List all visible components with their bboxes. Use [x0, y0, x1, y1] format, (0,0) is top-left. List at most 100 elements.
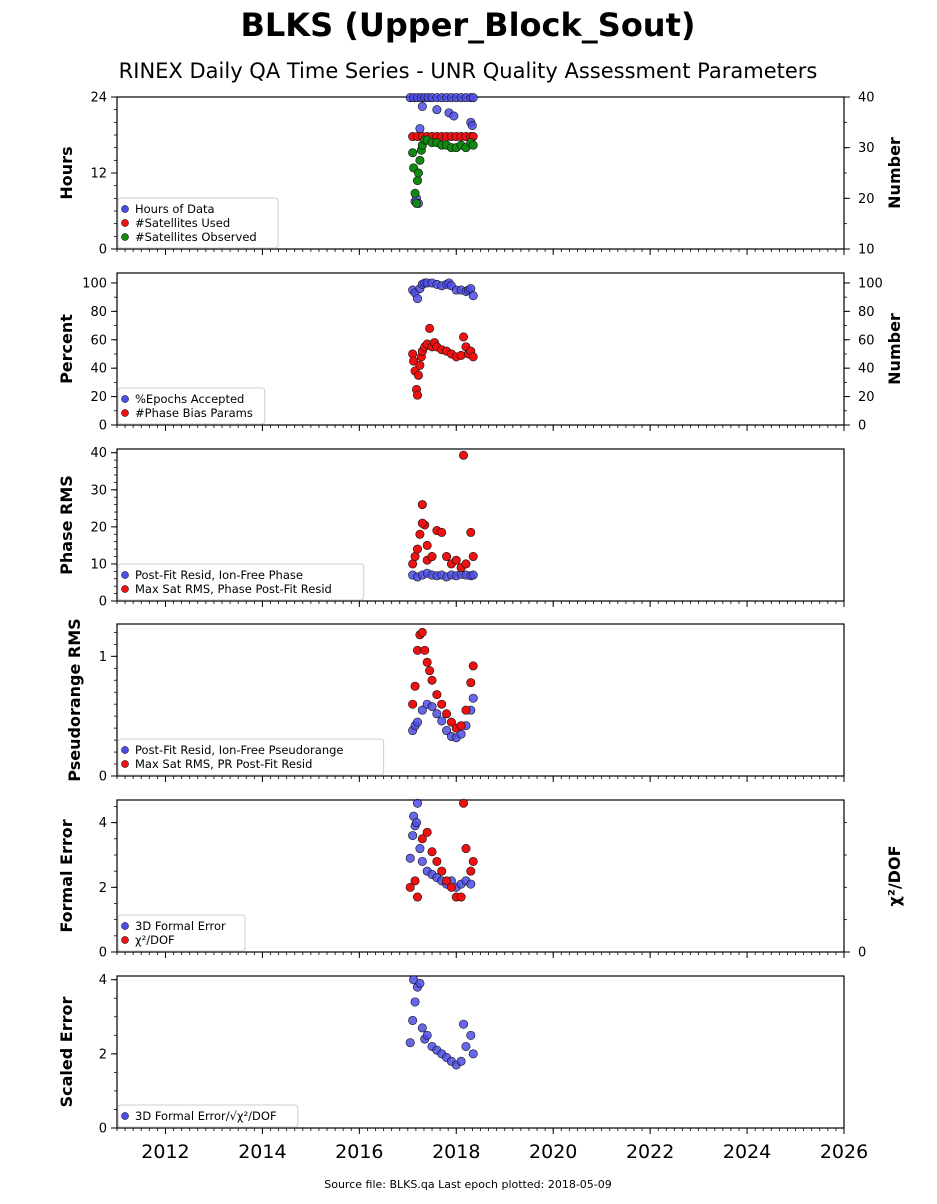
right-y-axis-label: Number — [885, 313, 904, 385]
legend-marker — [121, 922, 129, 930]
legend-label: #Phase Bias Params — [135, 406, 253, 420]
data-point-blue — [410, 997, 420, 1007]
y-tick-label: 0 — [99, 946, 107, 961]
data-point-blue — [461, 1041, 471, 1051]
x-tick-label: 2016 — [335, 1141, 383, 1163]
right-y-tick-label: 60 — [858, 333, 875, 348]
data-point-green — [410, 188, 420, 198]
data-point-blue — [405, 1038, 415, 1048]
x-tick-label: 2020 — [529, 1141, 577, 1163]
data-point-green — [413, 168, 423, 178]
data-point-blue — [412, 798, 422, 808]
legend-label: 3D Formal Error/√χ²/DOF — [135, 1109, 277, 1123]
y-tick-label: 2 — [99, 1047, 107, 1062]
right-y-tick-label: 40 — [858, 91, 875, 106]
data-point-blue — [415, 978, 425, 988]
data-point-blue — [405, 853, 415, 863]
right-y-tick-label: 40 — [858, 362, 875, 377]
data-point-red — [456, 892, 466, 902]
data-point-red — [468, 552, 478, 562]
data-point-blue — [468, 693, 478, 703]
legend-label: Hours of Data — [135, 202, 215, 216]
y-axis-label: Hours — [57, 146, 76, 199]
right-y-tick-label: 0 — [858, 419, 866, 434]
data-point-red — [442, 709, 452, 719]
legend-marker — [121, 746, 129, 754]
data-point-red — [468, 856, 478, 866]
data-point-blue — [432, 105, 442, 115]
data-point-blue — [468, 570, 478, 580]
y-tick-label: 4 — [99, 816, 107, 831]
legend-marker — [121, 205, 129, 213]
right-y-tick-label: 20 — [858, 390, 875, 405]
data-point-red — [466, 866, 476, 876]
legend-marker — [121, 233, 129, 241]
right-y-tick-label: 0 — [858, 946, 866, 961]
data-point-red — [412, 544, 422, 554]
data-point-blue — [415, 844, 425, 854]
data-point-green — [468, 140, 478, 150]
data-point-blue — [468, 93, 478, 103]
right-y-tick-label: 20 — [858, 192, 875, 207]
data-point-red — [456, 721, 466, 731]
data-point-red — [410, 681, 420, 691]
panel-6: 0 2 4 Scaled Error 3D Formal Error/√χ²/DOF — [57, 973, 845, 1137]
data-point-red — [409, 356, 419, 366]
data-point-red — [422, 540, 432, 550]
legend-marker — [121, 409, 129, 417]
data-point-red — [405, 882, 415, 892]
data-point-red — [437, 866, 447, 876]
data-point-red — [412, 892, 422, 902]
data-point-red — [442, 552, 452, 562]
data-point-blue — [408, 1015, 418, 1025]
y-tick-label: 1 — [99, 650, 107, 665]
y-tick-label: 10 — [90, 557, 107, 572]
right-y-tick-label: 80 — [858, 305, 875, 320]
y-tick-label: 0 — [99, 770, 107, 785]
data-point-blue — [466, 1030, 476, 1040]
data-point-red — [420, 645, 430, 655]
data-point-blue — [467, 121, 477, 131]
data-point-blue — [432, 709, 442, 719]
x-tick-label: 2026 — [820, 1141, 868, 1163]
data-point-red — [451, 555, 461, 565]
legend-marker — [121, 571, 129, 579]
data-point-red — [417, 627, 427, 637]
data-point-green — [408, 148, 418, 158]
legend-marker — [121, 219, 129, 227]
data-point-blue — [415, 124, 425, 134]
data-point-red — [468, 352, 478, 362]
data-point-red — [415, 529, 425, 539]
figure-subtitle: RINEX Daily QA Time Series - UNR Quality… — [119, 59, 818, 83]
data-point-blue — [437, 716, 447, 726]
y-axis-label: Pseudorange RMS — [65, 618, 84, 781]
legend-marker — [121, 760, 129, 768]
x-tick-label: 2014 — [238, 1141, 286, 1163]
y-tick-label: 60 — [90, 333, 107, 348]
data-point-blue — [417, 102, 427, 112]
data-point-red — [432, 690, 442, 700]
legend-marker — [121, 936, 129, 944]
data-point-red — [468, 661, 478, 671]
y-tick-label: 12 — [90, 167, 107, 182]
x-tick-label: 2022 — [626, 1141, 674, 1163]
data-point-red — [417, 834, 427, 844]
data-point-blue — [412, 294, 422, 304]
right-y-tick-label: 10 — [858, 243, 875, 258]
right-y-tick-label: 100 — [858, 276, 883, 291]
data-point-blue — [449, 111, 459, 121]
y-tick-label: 40 — [90, 446, 107, 461]
data-point-green — [415, 155, 425, 165]
y-tick-label: 2 — [99, 881, 107, 896]
data-point-red — [459, 332, 469, 342]
y-tick-label: 24 — [90, 91, 107, 106]
legend-label: Post-Fit Resid, Ion-Free Pseudorange — [135, 743, 343, 757]
legend-box — [117, 387, 266, 425]
right-y-axis-label: χ²/DOF — [885, 846, 904, 907]
y-tick-label: 30 — [90, 483, 107, 498]
figure-title: BLKS (Upper_Block_Sout) — [241, 6, 696, 44]
